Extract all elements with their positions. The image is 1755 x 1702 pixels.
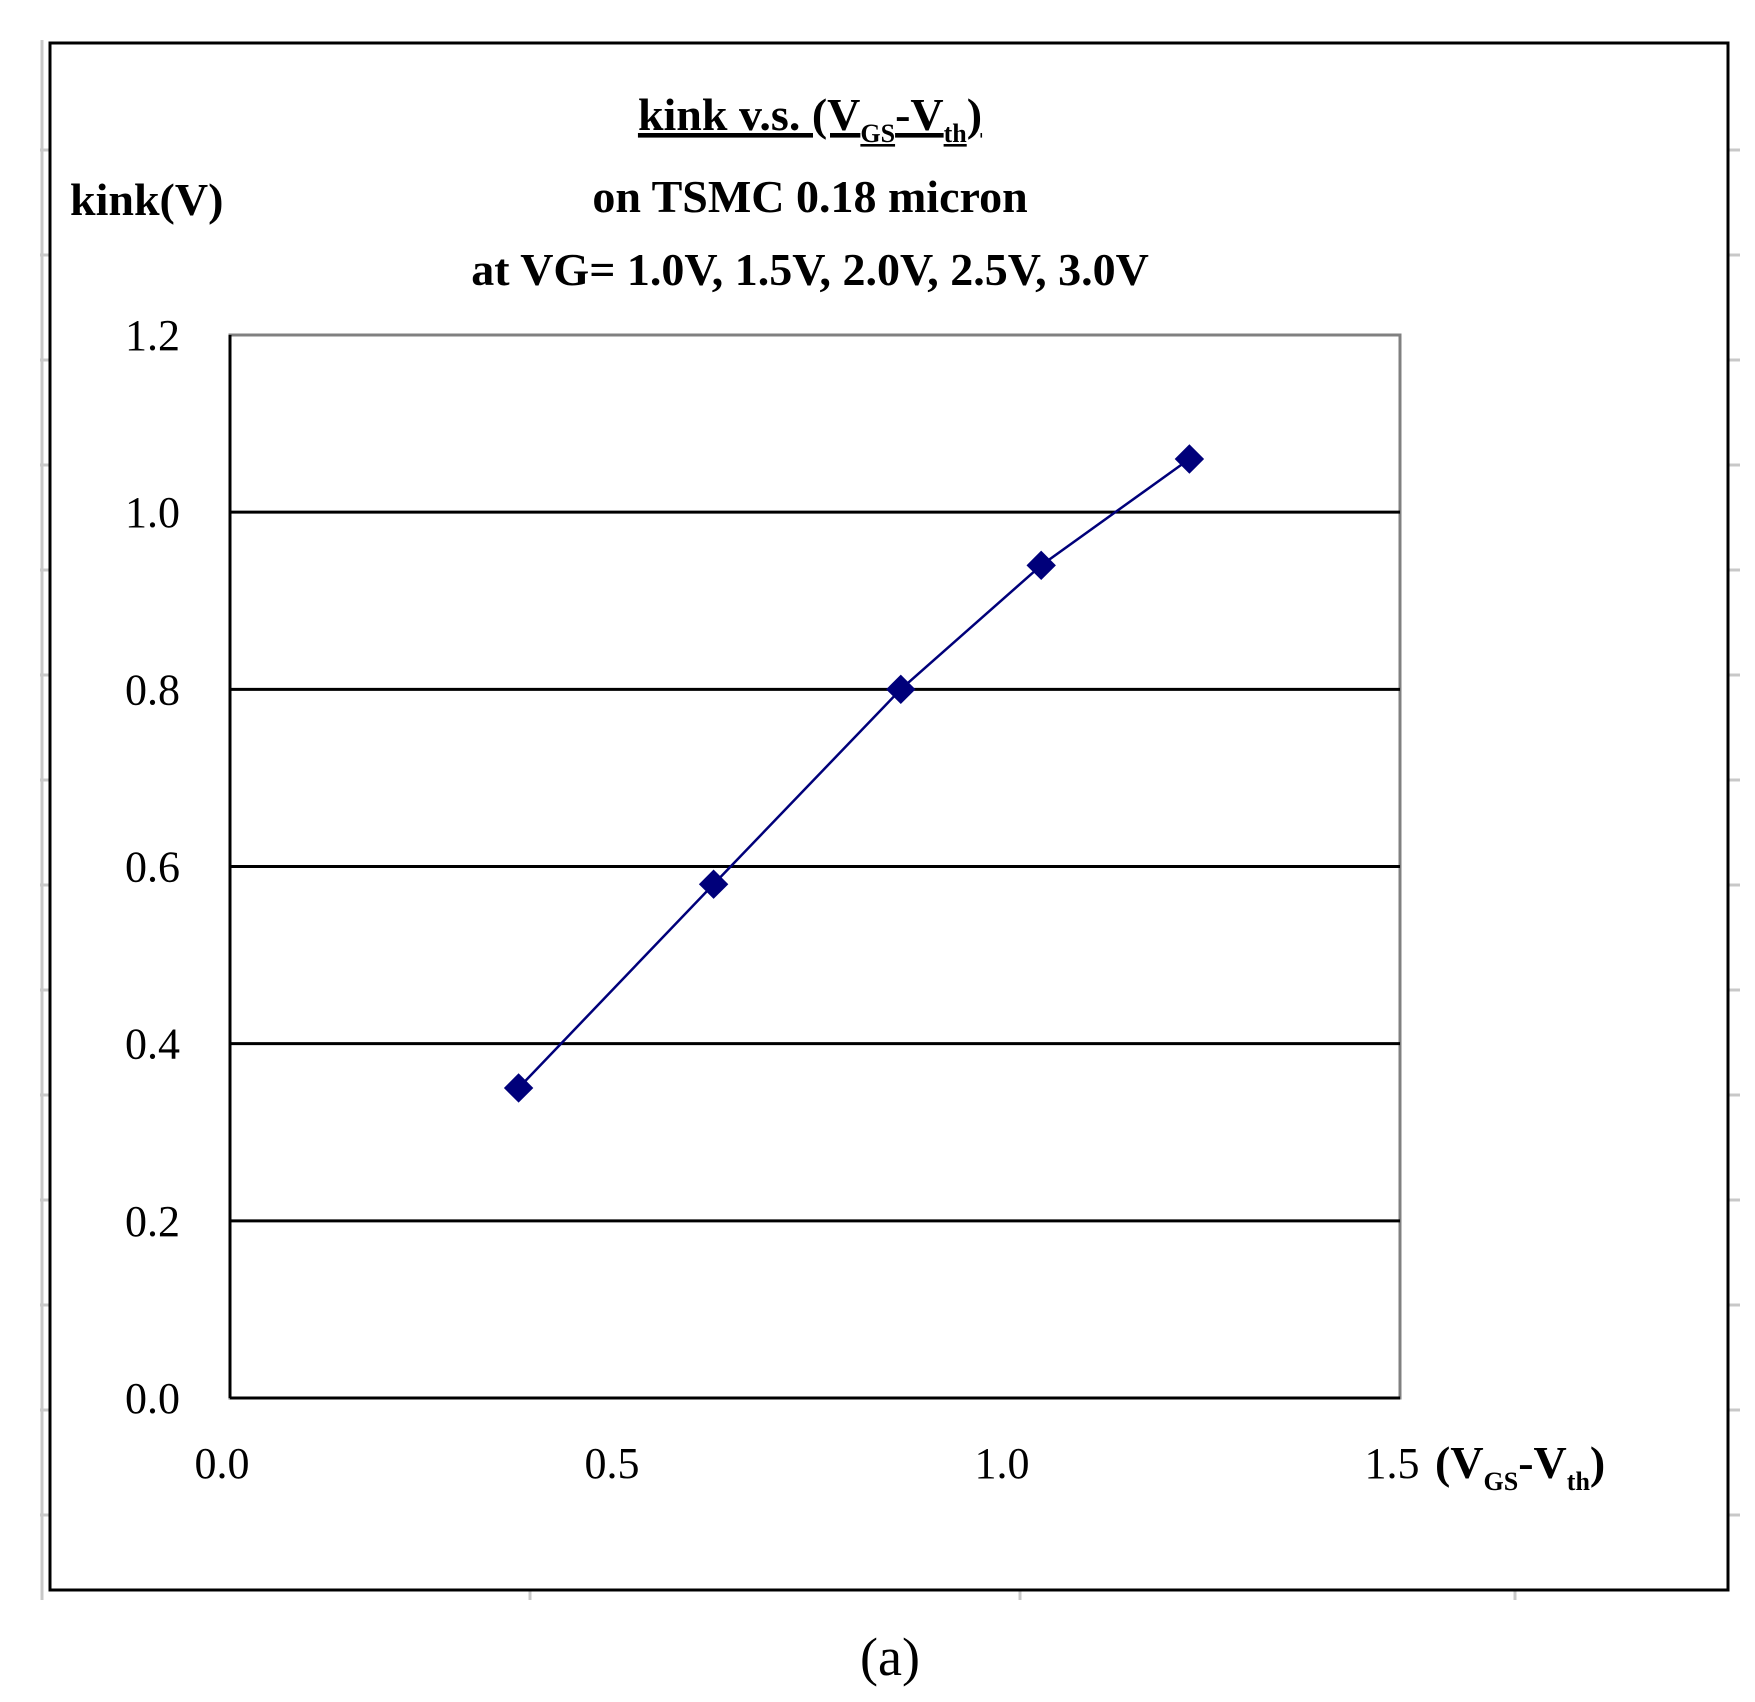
text-part-2: -V — [895, 89, 944, 140]
figure-caption: (a) — [860, 1627, 920, 1687]
spreadsheet-background — [40, 40, 1740, 1600]
text-part-0: (V — [1435, 1437, 1484, 1488]
text-part-3: th — [944, 119, 968, 148]
x-tick-label-1: 0.5 — [585, 1439, 640, 1488]
text-part-2: -V — [1518, 1437, 1567, 1488]
text-part-0: kink v.s. (V — [638, 89, 860, 140]
y-axis-label: kink(V) — [70, 174, 223, 225]
x-tick-label-0: 0.0 — [195, 1439, 250, 1488]
data-point-0-3 — [1026, 550, 1056, 581]
text-part-3: th — [1567, 1467, 1591, 1496]
y-tick-label-2: 0.4 — [125, 1020, 180, 1069]
x-tick-label-3: 1.5 — [1365, 1439, 1420, 1488]
data-point-0-4 — [1174, 444, 1205, 474]
y-tick-label-0: 0.0 — [125, 1374, 180, 1423]
data-point-0-1 — [698, 869, 729, 899]
title-line-0: kink v.s. (VGS-Vth) — [638, 89, 982, 148]
x-tick-label-2: 1.0 — [975, 1439, 1030, 1488]
x-axis-label-text: (VGS-Vth) — [1435, 1437, 1605, 1496]
data-series — [503, 444, 1205, 1103]
chart-title: kink v.s. (VGS-Vth) on TSMC 0.18 micron at… — [471, 89, 1149, 295]
y-tick-label-6: 1.2 — [125, 311, 180, 360]
y-tick-label-3: 0.6 — [125, 843, 180, 892]
gridlines — [228, 335, 1400, 1400]
y-tick-label-4: 0.8 — [125, 665, 180, 714]
text-part-4: ) — [1590, 1437, 1605, 1488]
text-part-4: ) — [967, 89, 982, 140]
x-axis-label: (VGS-Vth) — [1435, 1437, 1605, 1496]
text-part-1: GS — [860, 119, 895, 148]
text-part-0: on TSMC 0.18 micron — [592, 171, 1027, 222]
text-part-1: GS — [1484, 1467, 1519, 1496]
title-line-2: at VG= 1.0V, 1.5V, 2.0V, 2.5V, 3.0V — [471, 244, 1149, 295]
data-point-0-0 — [503, 1073, 534, 1103]
text-part-0: at VG= 1.0V, 1.5V, 2.0V, 2.5V, 3.0V — [471, 244, 1149, 295]
title-line-1: on TSMC 0.18 micron — [592, 171, 1027, 222]
y-tick-labels: 0.0 0.2 0.4 0.6 0.8 1.0 1.2 — [125, 311, 180, 1423]
y-tick-label-5: 1.0 — [125, 488, 180, 537]
y-tick-label-1: 0.2 — [125, 1197, 180, 1246]
x-tick-labels: 0.0 0.5 1.0 1.5 — [195, 1439, 1420, 1488]
data-point-0-2 — [886, 674, 916, 705]
